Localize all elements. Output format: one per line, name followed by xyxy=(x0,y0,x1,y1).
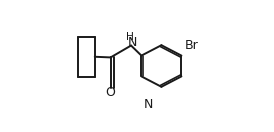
Text: N: N xyxy=(127,36,137,49)
Text: Br: Br xyxy=(184,39,198,52)
Text: H: H xyxy=(126,32,134,42)
Text: O: O xyxy=(106,86,116,99)
Text: N: N xyxy=(144,98,153,111)
